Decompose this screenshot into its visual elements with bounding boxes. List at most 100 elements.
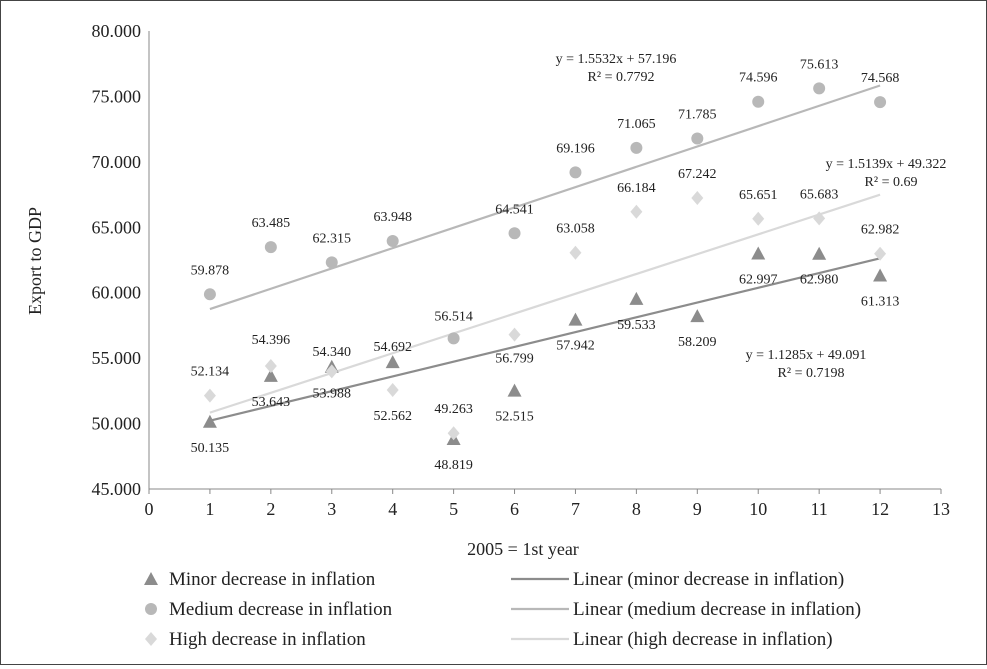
x-tick-label: 4 (388, 499, 397, 519)
legend-label: High decrease in inflation (169, 629, 366, 650)
data-label: 56.799 (495, 352, 534, 367)
data-label: 65.651 (739, 188, 778, 203)
data-point (813, 211, 826, 226)
data-markers (202, 82, 888, 446)
data-label: 49.263 (434, 402, 473, 417)
data-label: 71.785 (678, 107, 717, 122)
axes: 45.000 50.000 55.000 60.000 65.000 70.000 75.0… (92, 21, 951, 519)
data-label: 54.340 (313, 345, 352, 360)
y-tick-label: 65.000 (92, 217, 142, 237)
x-tick-label: 6 (510, 499, 519, 519)
data-point (690, 309, 705, 323)
data-labels: 50.135 53.643 54.340 54.692 48.819 52.515 57.9… (191, 57, 900, 473)
data-point (874, 96, 887, 109)
data-label: 61.313 (861, 295, 900, 310)
data-point (385, 355, 400, 369)
x-tick-label: 12 (871, 499, 889, 519)
trendline (209, 84, 881, 311)
trendline-equation: y = 1.5139x + 49.322 (826, 157, 947, 172)
data-label: 58.209 (678, 335, 717, 350)
data-label: 59.533 (617, 318, 656, 333)
data-point (874, 246, 887, 261)
data-point (813, 82, 826, 95)
data-point (507, 383, 522, 397)
data-point (630, 141, 643, 154)
data-label: 59.878 (191, 263, 230, 278)
data-point (812, 246, 827, 260)
y-tick-label: 80.000 (92, 21, 142, 41)
data-label: 65.683 (800, 187, 839, 202)
data-point (568, 312, 583, 326)
y-axis-title: Export to GDP (25, 207, 45, 315)
data-point (508, 327, 521, 342)
data-point (691, 190, 704, 205)
data-label: 69.196 (556, 141, 595, 156)
x-tick-label: 2 (266, 499, 275, 519)
data-label: 53.643 (252, 395, 291, 410)
data-label: 62.982 (861, 223, 900, 238)
legend-label: Linear (minor decrease in inflation) (573, 569, 844, 590)
data-label: 74.568 (861, 71, 900, 86)
y-tick-label: 75.000 (92, 86, 142, 106)
x-tick-label: 11 (810, 499, 827, 519)
trendline-equations: y = 1.1285x + 49.091 R² = 0.7198 y = 1.553… (556, 52, 947, 381)
trendline-equation: y = 1.1285x + 49.091 (746, 348, 867, 363)
data-point (325, 256, 338, 269)
data-label: 53.988 (313, 386, 352, 401)
data-point (691, 132, 704, 145)
data-label: 62.315 (313, 231, 352, 246)
data-label: 56.514 (434, 309, 473, 324)
data-label: 54.692 (373, 340, 412, 355)
y-tick-label: 70.000 (92, 152, 142, 172)
legend-label: Linear (medium decrease in inflation) (573, 599, 861, 620)
legend: Minor decrease in inflation Medium decrea… (144, 569, 861, 650)
data-label: 50.135 (191, 441, 230, 456)
data-label: 48.819 (434, 458, 473, 473)
data-point (263, 368, 278, 382)
data-point (386, 235, 399, 248)
data-label: 67.242 (678, 167, 717, 182)
data-point (203, 288, 216, 301)
data-point (752, 211, 765, 226)
x-tick-label: 1 (205, 499, 214, 519)
data-point (325, 364, 338, 379)
x-tick-label: 0 (145, 499, 154, 519)
data-label: 57.942 (556, 339, 595, 354)
x-tick-label: 8 (632, 499, 641, 519)
data-label: 74.596 (739, 71, 778, 86)
data-point (386, 383, 399, 398)
data-label: 66.184 (617, 181, 656, 196)
trendline (209, 257, 881, 422)
data-point (629, 291, 644, 305)
data-point (630, 204, 643, 219)
trendlines (209, 84, 881, 422)
data-point (751, 246, 766, 260)
legend-label: Medium decrease in inflation (169, 599, 393, 620)
trendline (209, 193, 881, 414)
x-tick-label: 3 (327, 499, 336, 519)
x-tick-label: 5 (449, 499, 458, 519)
data-label: 62.980 (800, 273, 839, 288)
data-label: 52.562 (373, 409, 412, 424)
data-label: 63.058 (556, 222, 595, 237)
legend-marker (144, 572, 158, 585)
data-point (752, 95, 765, 108)
data-label: 52.515 (495, 410, 534, 425)
data-point (202, 414, 217, 428)
y-tick-label: 50.000 (92, 414, 142, 434)
legend-label: Minor decrease in inflation (169, 569, 376, 590)
y-tick-label: 55.000 (92, 348, 142, 368)
data-label: 64.541 (495, 202, 534, 217)
data-label: 54.396 (252, 333, 291, 348)
data-point (447, 332, 460, 345)
data-point (873, 268, 888, 282)
data-label: 71.065 (617, 117, 656, 132)
trendline-r2: R² = 0.7792 (588, 70, 655, 85)
y-tick-label: 60.000 (92, 283, 142, 303)
data-point (264, 241, 277, 254)
data-label: 52.134 (191, 365, 230, 380)
data-point (264, 359, 277, 374)
data-point (447, 426, 460, 441)
x-tick-label: 9 (693, 499, 702, 519)
